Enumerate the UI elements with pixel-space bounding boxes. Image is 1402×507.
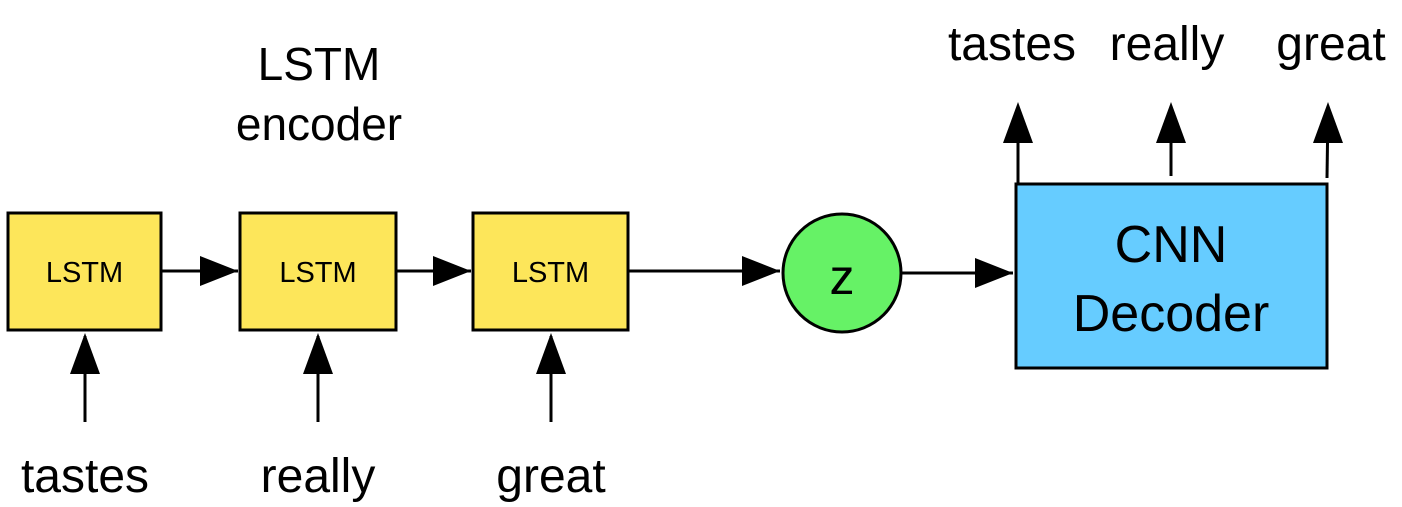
cnn-decoder-label-line1: CNN (1115, 216, 1228, 274)
cnn-decoder-label-line2: Decoder (1073, 285, 1270, 343)
arrowhead-output-1 (1003, 102, 1033, 143)
arrowhead-lstm3-to-z (742, 256, 780, 286)
lstm-cell-3-box (471, 211, 630, 332)
lstm-cell-1: LSTM (6, 211, 163, 332)
cnn-decoder-box (1014, 182, 1329, 370)
lstm-cell-1-box (6, 211, 163, 332)
lstm-cell-3-label: LSTM (512, 257, 589, 289)
input-word-3: great (496, 450, 605, 503)
input-word-1: tastes (21, 450, 149, 503)
encoder-title-line1: LSTM (258, 38, 381, 90)
arrowhead-input-1 (70, 333, 100, 374)
cnn-decoder: CNN Decoder (1014, 182, 1329, 370)
arrowhead-input-3 (536, 333, 566, 374)
latent-z-label: z (830, 249, 855, 305)
latent-z-node: z (781, 212, 903, 334)
input-word-2: really (261, 450, 376, 503)
lstm-cell-2-label: LSTM (279, 257, 356, 289)
lstm-cell-2: LSTM (238, 211, 398, 332)
arrowhead-z-to-decoder (975, 258, 1013, 288)
arrowhead-input-2 (303, 333, 333, 374)
lstm-cell-3: LSTM (471, 211, 630, 332)
output-word-2: really (1110, 18, 1225, 71)
lstm-cell-2-box (238, 211, 398, 332)
lstm-cell-1-label: LSTM (46, 257, 123, 289)
output-word-3: great (1276, 18, 1385, 71)
output-word-1: tastes (948, 18, 1076, 71)
encoder-title-line2: encoder (236, 98, 402, 150)
arrowhead-output-2 (1156, 102, 1186, 143)
arrowhead-output-3 (1313, 102, 1343, 143)
arrowhead-lstm2-to-lstm3 (433, 256, 471, 286)
arrowhead-lstm1-to-lstm2 (200, 256, 238, 286)
